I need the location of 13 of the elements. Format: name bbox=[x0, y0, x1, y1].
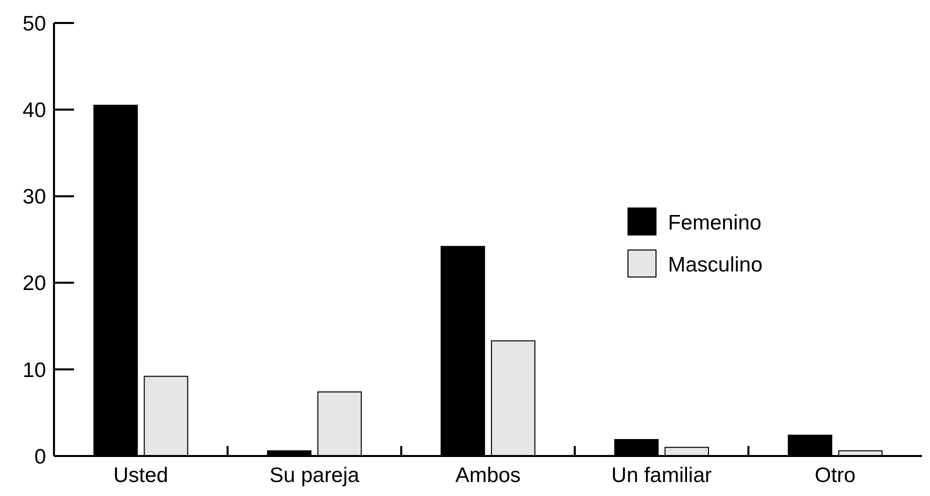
y-tick-label: 40 bbox=[22, 98, 46, 122]
x-tick-label: Otro bbox=[814, 464, 856, 487]
legend-label: Femenino bbox=[668, 211, 762, 234]
legend-label: Masculino bbox=[668, 253, 763, 276]
x-tick-label: Su pareja bbox=[269, 464, 360, 487]
y-tick-label: 30 bbox=[22, 186, 46, 209]
y-tick-label: 50 bbox=[22, 12, 46, 36]
x-tick-label: Usted bbox=[113, 464, 168, 487]
y-tick-label: 0 bbox=[34, 445, 46, 468]
y-tick-label: 20 bbox=[22, 272, 46, 296]
y-tick-label: 10 bbox=[22, 358, 46, 382]
x-tick-label: Un familiar bbox=[611, 464, 712, 487]
x-tick-label: Ambos bbox=[455, 464, 521, 487]
